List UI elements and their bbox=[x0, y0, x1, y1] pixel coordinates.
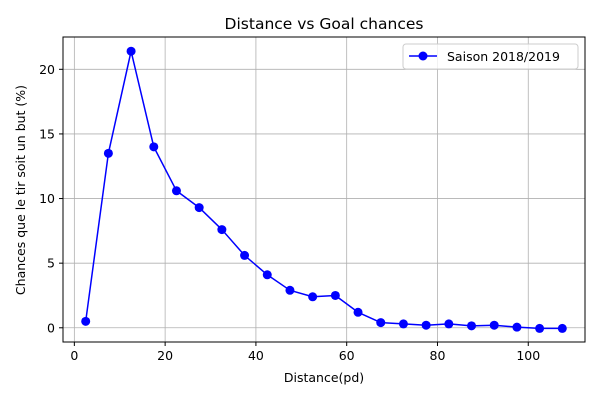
grid bbox=[63, 37, 585, 342]
plot-frame bbox=[62, 36, 586, 343]
data-point bbox=[81, 316, 91, 326]
data-point bbox=[557, 323, 567, 333]
data-point bbox=[217, 225, 227, 235]
plot-area bbox=[63, 37, 585, 342]
x-axis-label: Distance(pd) bbox=[284, 370, 364, 385]
x-tick-label: 100 bbox=[516, 348, 540, 363]
data-point bbox=[330, 290, 340, 300]
data-point bbox=[194, 203, 204, 213]
data-point bbox=[149, 142, 159, 152]
x-tick-label: 60 bbox=[339, 348, 355, 363]
x-axis: 0 20 40 60 80 100 bbox=[70, 342, 540, 363]
data-point bbox=[376, 318, 386, 328]
y-tick-label: 20 bbox=[39, 62, 55, 77]
data-point bbox=[535, 323, 545, 333]
series-line bbox=[84, 50, 563, 330]
x-tick-label: 0 bbox=[70, 348, 78, 363]
y-axis: 0 5 10 15 20 bbox=[39, 62, 63, 335]
legend-label: Saison 2018/2019 bbox=[447, 49, 560, 64]
data-point bbox=[421, 320, 431, 330]
data-point bbox=[353, 307, 363, 317]
legend-marker bbox=[418, 51, 428, 61]
y-axis-label: Chances que le tir soit un but (%) bbox=[13, 85, 28, 295]
y-tick-label: 10 bbox=[39, 191, 55, 206]
data-point bbox=[240, 250, 250, 260]
data-point bbox=[262, 270, 272, 280]
x-tick-label: 40 bbox=[248, 348, 264, 363]
data-point bbox=[467, 321, 477, 331]
series-layer bbox=[81, 46, 567, 333]
legend: Saison 2018/2019 bbox=[402, 43, 579, 70]
data-point bbox=[171, 186, 181, 196]
data-point bbox=[103, 148, 113, 158]
y-tick-label: 5 bbox=[47, 256, 55, 271]
legend-box bbox=[402, 43, 579, 70]
y-tick-label: 0 bbox=[47, 320, 55, 335]
data-point bbox=[444, 319, 454, 329]
data-point bbox=[308, 292, 318, 302]
data-point bbox=[489, 320, 499, 330]
y-tick-label: 15 bbox=[39, 126, 55, 141]
x-tick-label: 20 bbox=[157, 348, 173, 363]
data-point bbox=[285, 285, 295, 295]
x-tick-label: 80 bbox=[430, 348, 446, 363]
data-point bbox=[398, 319, 408, 329]
chart-title: Distance vs Goal chances bbox=[225, 15, 424, 33]
data-point bbox=[512, 322, 522, 332]
data-point bbox=[126, 46, 136, 56]
